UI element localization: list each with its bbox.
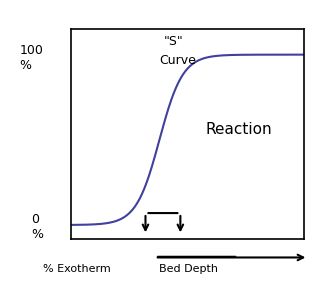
Text: 0
%: 0 % (31, 214, 43, 242)
Text: % Exotherm: % Exotherm (43, 264, 111, 274)
Text: Curve: Curve (160, 54, 196, 67)
Text: Reaction: Reaction (205, 122, 272, 137)
Text: "S": "S" (164, 36, 184, 48)
Text: 100
%: 100 % (19, 44, 43, 72)
Text: Bed Depth: Bed Depth (160, 264, 218, 274)
